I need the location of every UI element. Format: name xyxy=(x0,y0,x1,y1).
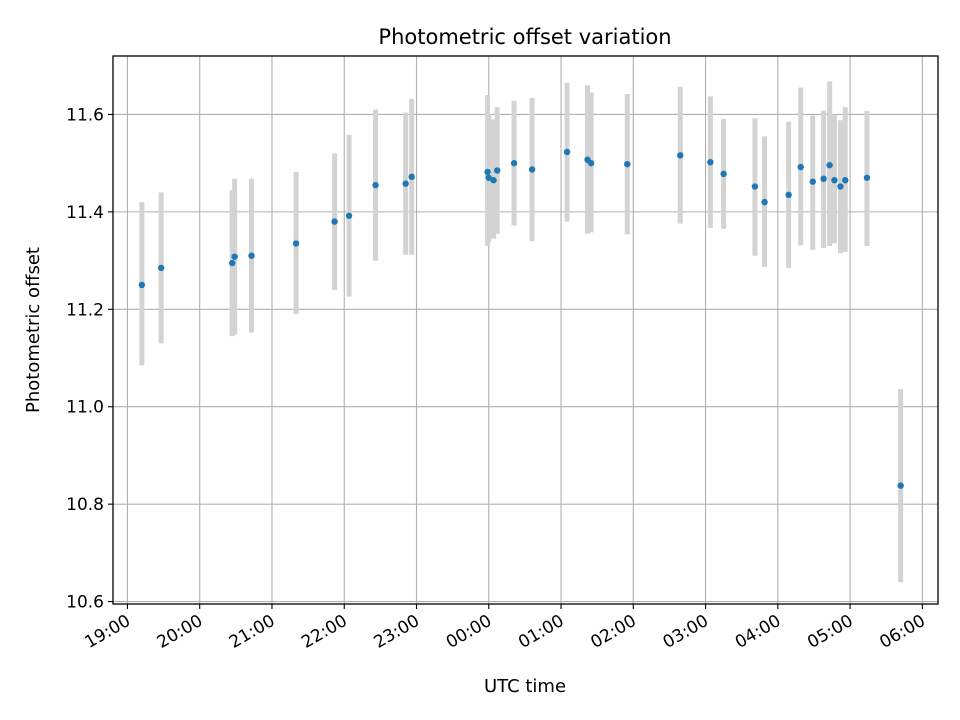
y-tick-label: 11.2 xyxy=(66,300,104,320)
y-axis-label: Photometric offset xyxy=(23,247,44,413)
data-point xyxy=(707,158,714,166)
data-point xyxy=(587,159,595,167)
y-tick-label: 11.4 xyxy=(66,203,104,223)
data-point xyxy=(563,148,571,156)
data-point xyxy=(484,168,491,176)
y-tick-label: 10.6 xyxy=(66,593,104,613)
data-point xyxy=(229,259,236,267)
data-point xyxy=(751,183,759,190)
data-point xyxy=(345,212,353,219)
y-axis: 10.6 10.8 11.0 11.2 11.4 11.6 xyxy=(66,105,113,613)
data-point xyxy=(797,163,804,171)
data-point xyxy=(292,240,300,247)
data-point xyxy=(831,177,838,184)
data-point xyxy=(138,281,146,289)
data-point xyxy=(528,166,536,173)
data-point xyxy=(493,167,501,174)
x-axis-label: UTC time xyxy=(484,676,566,697)
data-point xyxy=(761,198,768,206)
data-point xyxy=(820,175,827,182)
data-point xyxy=(408,173,415,181)
plot-frame xyxy=(112,55,939,605)
data-point xyxy=(248,252,255,259)
y-tick-label: 11.6 xyxy=(66,105,104,125)
data-point xyxy=(231,253,238,260)
data-point xyxy=(485,174,492,181)
data-point xyxy=(510,159,518,167)
y-tick-label: 11.0 xyxy=(66,398,104,418)
data-point xyxy=(331,218,338,225)
data-point xyxy=(372,181,379,189)
data-point xyxy=(785,191,792,199)
data-point xyxy=(624,160,631,168)
data-point xyxy=(837,183,844,190)
data-point xyxy=(897,482,904,489)
data-point xyxy=(402,180,409,187)
data-point xyxy=(842,177,849,184)
data-point xyxy=(826,161,833,169)
data-point xyxy=(677,152,684,159)
data-point xyxy=(490,177,497,184)
data-point xyxy=(809,178,816,185)
data-point xyxy=(863,174,871,181)
data-points xyxy=(138,148,904,489)
data-point xyxy=(157,264,165,272)
data-point xyxy=(720,170,727,178)
chart-title: Photometric offset variation xyxy=(378,25,671,49)
y-tick-label: 10.8 xyxy=(66,495,104,515)
